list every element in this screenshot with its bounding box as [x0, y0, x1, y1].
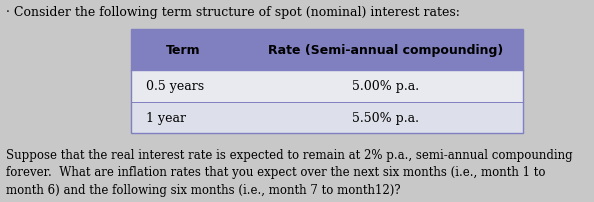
Text: 0.5 years: 0.5 years — [146, 80, 204, 93]
Text: 5.00% p.a.: 5.00% p.a. — [352, 80, 419, 93]
Text: · Consider the following term structure of spot (nominal) interest rates:: · Consider the following term structure … — [6, 6, 460, 19]
Text: Rate (Semi-annual compounding): Rate (Semi-annual compounding) — [268, 44, 503, 57]
Bar — [131, 71, 523, 102]
Text: Term: Term — [166, 44, 201, 57]
Text: 1 year: 1 year — [146, 111, 185, 124]
Bar — [131, 30, 523, 133]
Bar — [131, 30, 523, 71]
Text: 5.50% p.a.: 5.50% p.a. — [352, 111, 419, 124]
Text: Suppose that the real interest rate is expected to remain at 2% p.a., semi-annua: Suppose that the real interest rate is e… — [6, 148, 573, 196]
Bar — [131, 102, 523, 133]
